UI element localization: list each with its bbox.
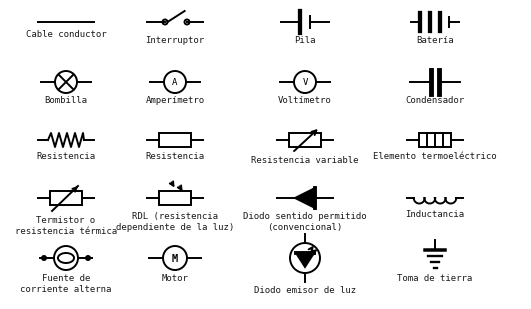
Bar	[419, 133, 451, 147]
Text: Cable conductor: Cable conductor	[25, 30, 106, 39]
Text: A: A	[173, 78, 178, 87]
Text: V: V	[302, 78, 307, 87]
Polygon shape	[296, 253, 314, 267]
Text: Fuente de
corriente alterna: Fuente de corriente alterna	[20, 274, 112, 294]
Text: Toma de tierra: Toma de tierra	[397, 274, 473, 283]
Text: Voltímetro: Voltímetro	[278, 96, 332, 105]
Bar	[50, 191, 82, 205]
Text: Motor: Motor	[161, 274, 189, 283]
Text: Resistencia variable: Resistencia variable	[251, 156, 359, 165]
Text: Batería: Batería	[416, 36, 454, 45]
Text: Condensador: Condensador	[406, 96, 465, 105]
Text: Termistor o
resistencia térmica: Termistor o resistencia térmica	[15, 216, 117, 236]
Text: Amperímetro: Amperímetro	[145, 96, 204, 105]
Text: RDL (resistencia
dependiente de la luz): RDL (resistencia dependiente de la luz)	[116, 212, 234, 232]
Text: Resistencia: Resistencia	[37, 152, 96, 161]
Text: Resistencia: Resistencia	[145, 152, 204, 161]
Text: Pila: Pila	[294, 36, 316, 45]
Text: Elemento termoeléctrico: Elemento termoeléctrico	[373, 152, 497, 161]
Text: M: M	[172, 253, 178, 264]
Bar	[159, 133, 191, 147]
Text: Bombilla: Bombilla	[45, 96, 88, 105]
Text: Diodo emisor de luz: Diodo emisor de luz	[254, 286, 356, 295]
Text: Interruptor: Interruptor	[145, 36, 204, 45]
Bar	[289, 133, 321, 147]
Text: Inductancia: Inductancia	[406, 210, 465, 219]
Polygon shape	[295, 188, 315, 208]
Bar	[159, 191, 191, 205]
Text: Diodo sentido permitido
(convencional): Diodo sentido permitido (convencional)	[243, 212, 367, 232]
